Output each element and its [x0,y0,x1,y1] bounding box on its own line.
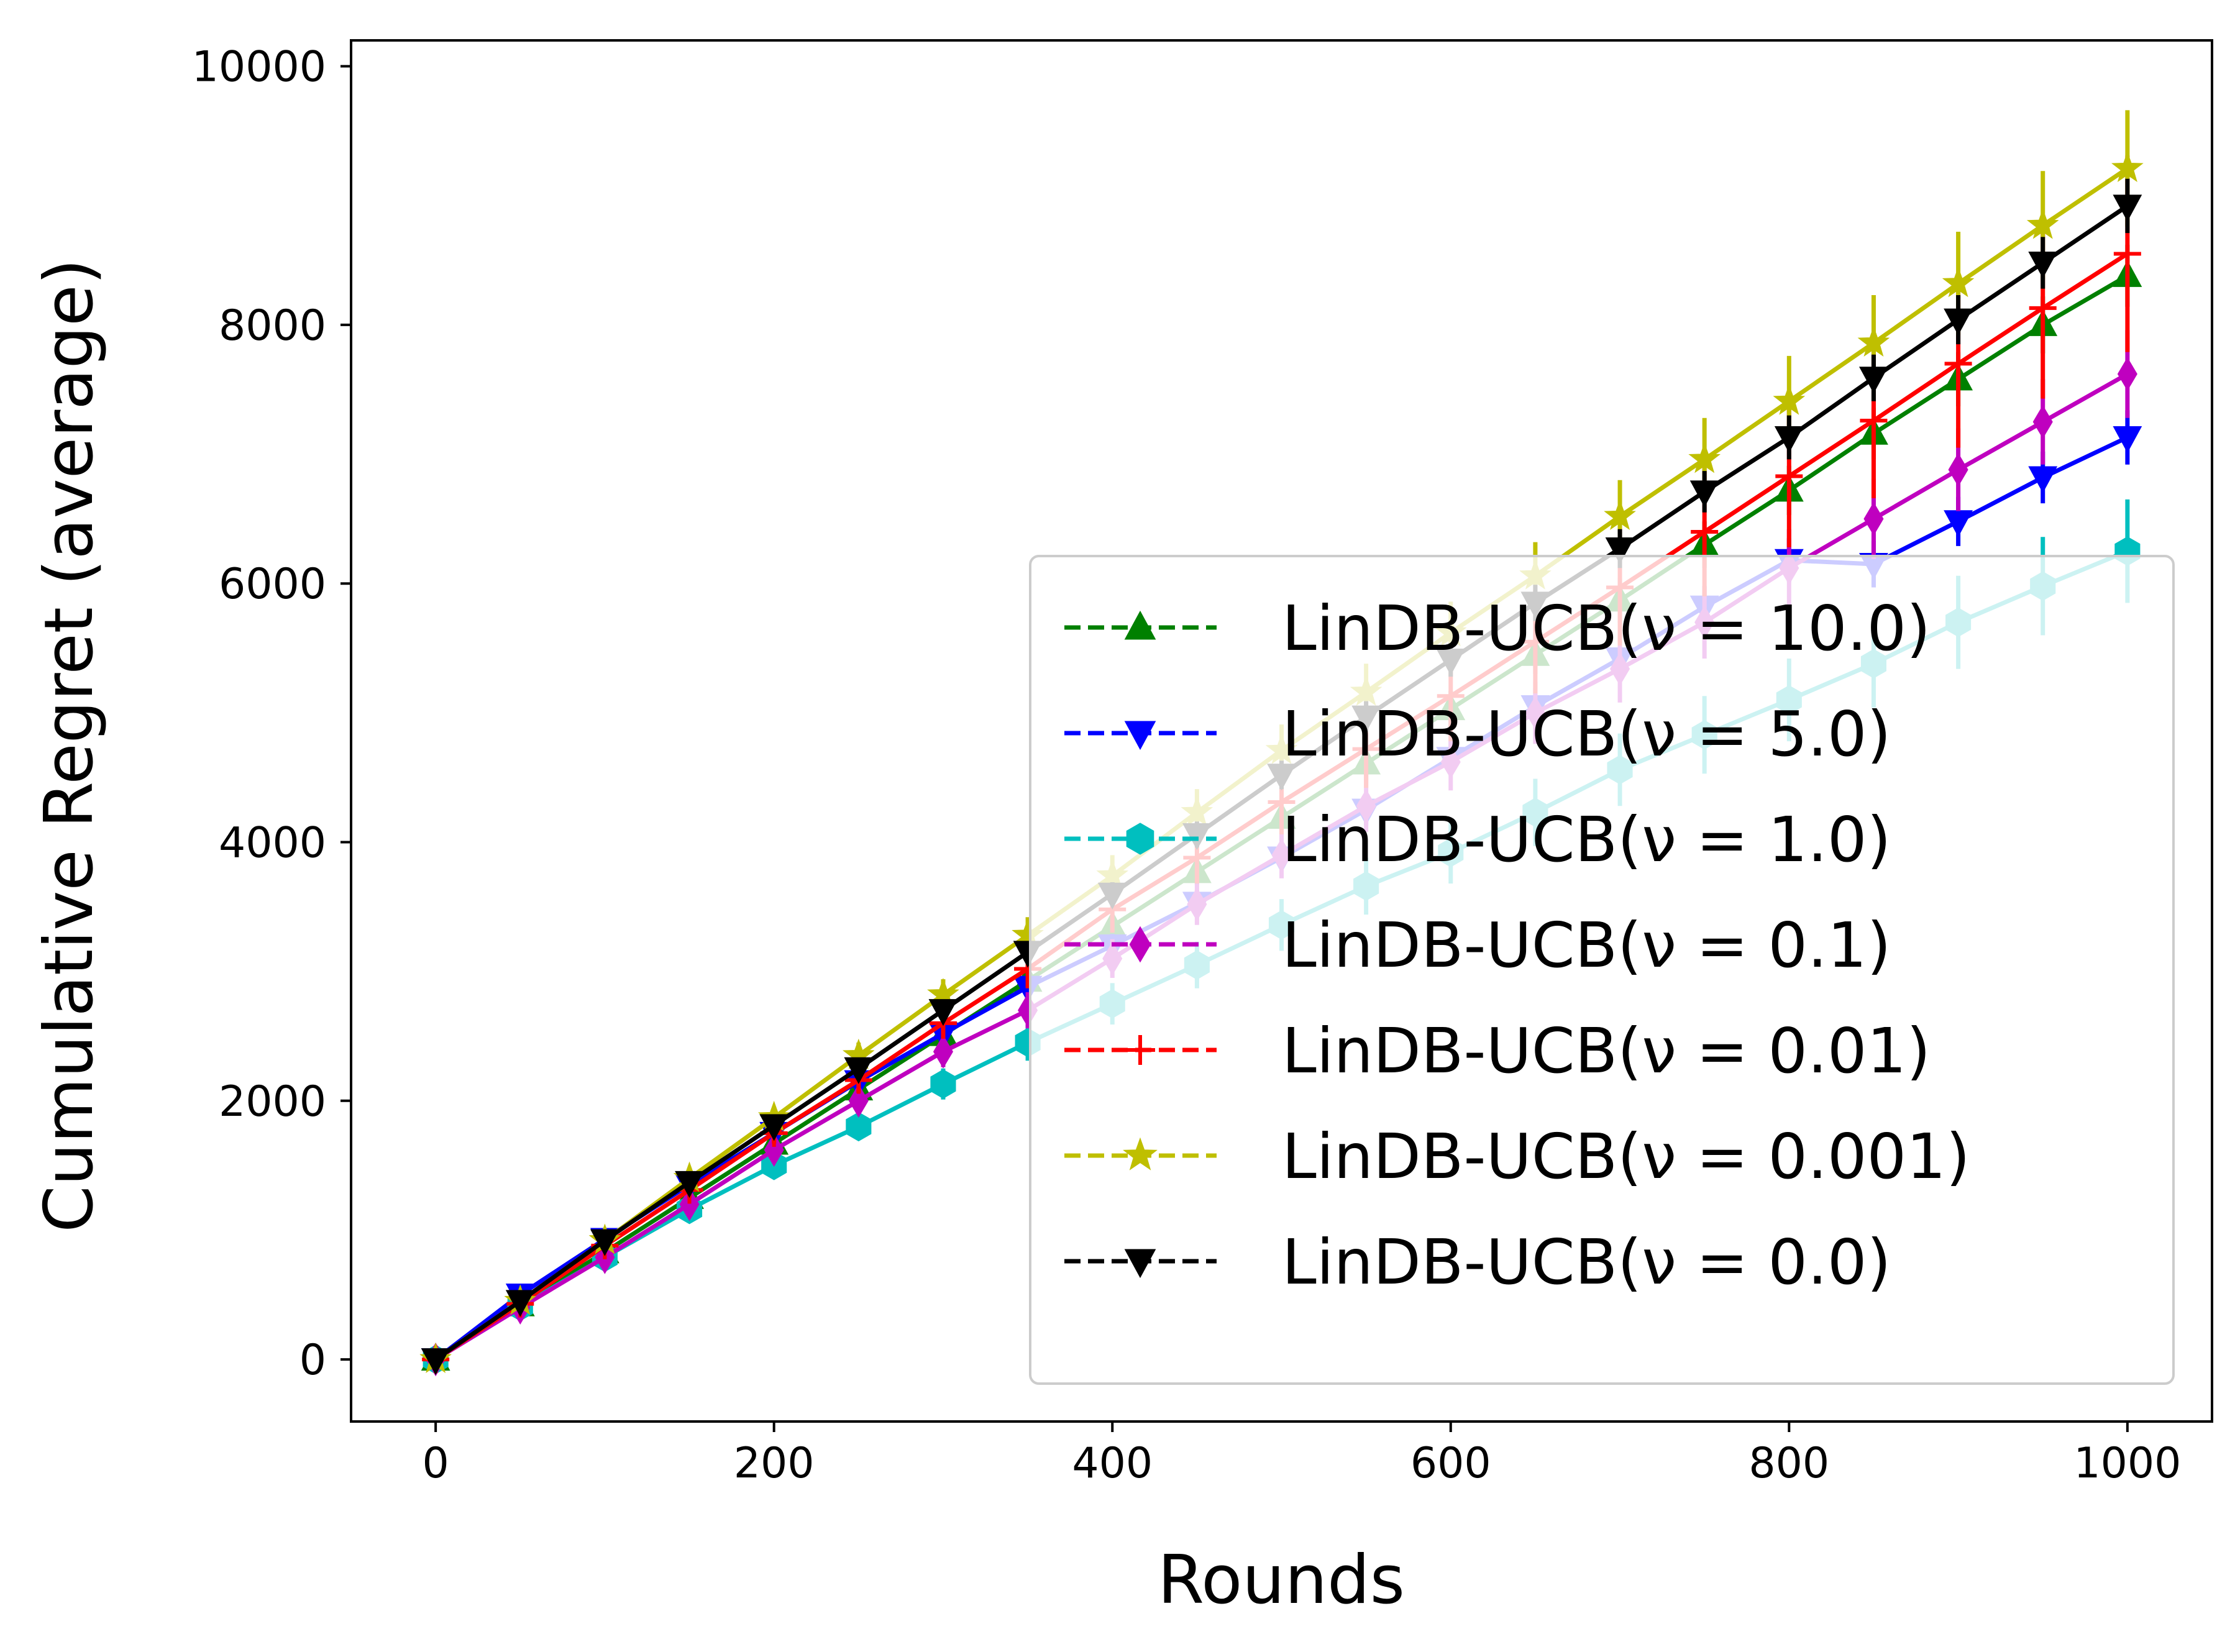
x-tick-label: 400 [1072,1439,1153,1488]
legend-label: LinDB-UCB(ν = 10.0) [1282,592,1931,665]
data-point [421,1348,450,1376]
legend-label: LinDB-UCB(ν = 0.01) [1282,1015,1931,1087]
legend-entry: LinDB-UCB(ν = 10.0) [1064,592,1931,665]
data-point [1944,308,1973,335]
data-point [2032,404,2053,439]
legend-entry: LinDB-UCB(ν = 0.001) [1064,1120,1970,1193]
legend-entry: LinDB-UCB(ν = 0.1) [1064,909,1891,982]
data-point [1688,442,1721,473]
data-point [590,1229,619,1256]
x-tick-label: 600 [1410,1439,1491,1488]
data-point [1859,367,1888,394]
x-tick-label: 1000 [2073,1439,2181,1488]
legend-entry: LinDB-UCB(ν = 5.0) [1064,698,1891,770]
legend-label: LinDB-UCB(ν = 0.001) [1282,1120,1970,1193]
data-point [846,1111,872,1142]
data-point [1857,326,1890,357]
legend-swatch-marker [1123,1137,1158,1171]
data-point [1774,426,1804,454]
data-point [1689,480,1719,508]
y-tick-label: 4000 [219,819,326,868]
data-point [930,1069,956,1099]
data-point [1605,537,1635,565]
data-point [933,1034,953,1069]
data-point [848,1084,869,1118]
data-point [1691,518,1719,545]
legend-swatch-marker [1124,610,1156,640]
x-tick-label: 200 [734,1439,815,1488]
axes-frame [350,39,2213,1423]
data-point [1942,267,1975,298]
legend-entry: LinDB-UCB(ν = 0.01) [1064,1015,1931,1087]
legend-entry: LinDB-UCB(ν = 0.0) [1064,1226,1891,1298]
legend-box [1029,555,2175,1385]
y-tick-label: 10000 [192,43,326,92]
data-point [1944,350,1972,378]
data-point [2028,252,2058,279]
data-point [2113,194,2142,222]
legend-swatch-marker [1124,721,1156,751]
data-point [2117,357,2137,391]
data-point [764,1133,784,1167]
legend-entry: LinDB-UCB(ν = 1.0) [1064,803,1891,876]
data-point [1604,499,1636,530]
legend-label: LinDB-UCB(ν = 0.0) [1282,1226,1891,1298]
x-tick-label: 800 [1748,1439,1829,1488]
data-point [2111,151,2144,183]
legend-label: LinDB-UCB(ν = 5.0) [1282,698,1891,770]
y-tick-label: 6000 [219,560,326,609]
legend-label: LinDB-UCB(ν = 0.1) [1282,909,1891,982]
y-tick-label: 2000 [219,1077,326,1126]
data-point [844,1057,874,1084]
data-point [675,1171,704,1198]
data-point [1775,462,1803,490]
data-point [1944,510,1973,537]
legend: LinDB-UCB(ν = 10.0) LinDB-UCB(ν = 5.0) Lin… [1029,555,2175,1385]
data-point [1773,384,1806,415]
legend-swatch-marker [1125,1035,1155,1065]
data-point [759,1114,789,1141]
legend-swatch-marker [1129,926,1151,963]
y-tick-label: 0 [299,1336,326,1385]
data-point [2026,208,2059,239]
y-tick-label: 8000 [219,301,326,350]
data-point [505,1290,535,1317]
data-point [928,999,958,1026]
data-point [1860,406,1888,434]
data-point [679,1187,700,1221]
data-point [2113,240,2141,268]
legend-label: LinDB-UCB(ν = 1.0) [1282,803,1891,876]
x-axis-label: Rounds [1158,1541,1405,1619]
y-axis-label: Cumulative Regret (average) [30,258,108,1232]
data-point [2029,294,2057,322]
x-tick-label: 0 [423,1439,449,1488]
data-point [1863,501,1884,536]
data-point [2113,426,2142,454]
data-point [2028,466,2058,493]
legend-swatch-marker [1124,1249,1156,1279]
data-point [1948,452,1968,487]
legend-swatch-marker [1126,823,1154,855]
